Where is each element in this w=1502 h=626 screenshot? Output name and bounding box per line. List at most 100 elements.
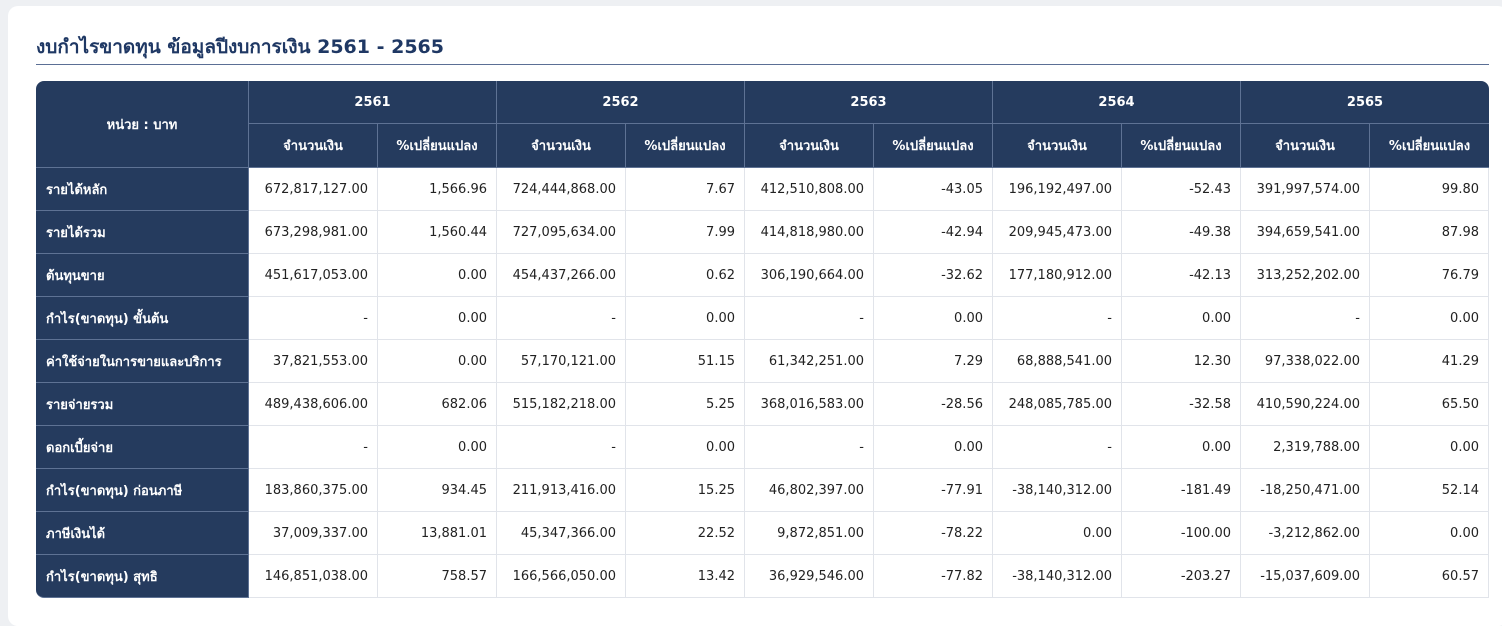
row-label: กำไร(ขาดทุน) ก่อนภาษี — [36, 469, 249, 512]
row-label: กำไร(ขาดทุน) ขั้นต้น — [36, 297, 249, 340]
table-row: กำไร(ขาดทุน) สุทธิ 146,851,038.00 758.57 16… — [36, 555, 1489, 598]
pct-change-cell: 76.79 — [1370, 254, 1489, 297]
year-header: 2562 — [497, 81, 745, 124]
amount-cell: 46,802,397.00 — [745, 469, 874, 512]
amount-cell: 9,872,851.00 — [745, 512, 874, 555]
row-label: ภาษีเงินได้ — [36, 512, 249, 555]
pct-change-cell: 52.14 — [1370, 469, 1489, 512]
pct-change-cell: -181.49 — [1122, 469, 1241, 512]
table-row: กำไร(ขาดทุน) ก่อนภาษี 183,860,375.00 934.4… — [36, 469, 1489, 512]
amount-cell: - — [1241, 297, 1370, 340]
amount-cell: 394,659,541.00 — [1241, 211, 1370, 254]
amount-cell: - — [497, 426, 626, 469]
amount-cell: 306,190,664.00 — [745, 254, 874, 297]
amount-cell: - — [497, 297, 626, 340]
amount-cell: -3,212,862.00 — [1241, 512, 1370, 555]
pct-change-cell: -32.58 — [1122, 383, 1241, 426]
table-row: กำไร(ขาดทุน) ขั้นต้น -0.00-0.00-0.00-0.00… — [36, 297, 1489, 340]
amount-cell: 45,347,366.00 — [497, 512, 626, 555]
amount-cell: - — [993, 426, 1122, 469]
amount-cell: 489,438,606.00 — [249, 383, 378, 426]
amount-cell: 209,945,473.00 — [993, 211, 1122, 254]
row-label: รายได้รวม — [36, 211, 249, 254]
pct-change-cell: 22.52 — [626, 512, 745, 555]
pct-change-cell: 0.00 — [874, 426, 993, 469]
amount-cell: 515,182,218.00 — [497, 383, 626, 426]
year-header: 2564 — [993, 81, 1241, 124]
pct-change-cell: -49.38 — [1122, 211, 1241, 254]
table-row: รายได้รวม 673,298,981.00 1,560.44 727,095,6… — [36, 211, 1489, 254]
pct-change-header: %เปลี่ยนแปลง — [626, 124, 745, 168]
amount-cell: 673,298,981.00 — [249, 211, 378, 254]
amount-cell: 57,170,121.00 — [497, 340, 626, 383]
pct-change-cell: -203.27 — [1122, 555, 1241, 598]
row-label: รายได้หลัก — [36, 168, 249, 211]
amount-cell: 368,016,583.00 — [745, 383, 874, 426]
pct-change-cell: 1,566.96 — [378, 168, 497, 211]
amount-header: จำนวนเงิน — [249, 124, 378, 168]
amount-header: จำนวนเงิน — [1241, 124, 1370, 168]
income-statement-card: งบกำไรขาดทุน ข้อมูลปีงบการเงิน 2561 - 25… — [8, 6, 1502, 626]
pct-change-cell: 13,881.01 — [378, 512, 497, 555]
pct-change-cell: 7.67 — [626, 168, 745, 211]
income-statement-table: หน่วย : บาท 2561 2562 2563 2564 2565 จำน… — [36, 81, 1489, 598]
pct-change-cell: -77.82 — [874, 555, 993, 598]
pct-change-cell: 87.98 — [1370, 211, 1489, 254]
amount-cell: 248,085,785.00 — [993, 383, 1122, 426]
amount-cell: -38,140,312.00 — [993, 469, 1122, 512]
amount-cell: - — [249, 297, 378, 340]
row-label: ดอกเบี้ยจ่าย — [36, 426, 249, 469]
amount-cell: 391,997,574.00 — [1241, 168, 1370, 211]
amount-cell: 211,913,416.00 — [497, 469, 626, 512]
amount-cell: 68,888,541.00 — [993, 340, 1122, 383]
pct-change-cell: 0.00 — [1122, 297, 1241, 340]
pct-change-cell: 0.00 — [1370, 297, 1489, 340]
pct-change-cell: 934.45 — [378, 469, 497, 512]
pct-change-cell: -32.62 — [874, 254, 993, 297]
amount-cell: 177,180,912.00 — [993, 254, 1122, 297]
pct-change-cell: 65.50 — [1370, 383, 1489, 426]
amount-cell: 313,252,202.00 — [1241, 254, 1370, 297]
pct-change-cell: 758.57 — [378, 555, 497, 598]
pct-change-cell: -28.56 — [874, 383, 993, 426]
pct-change-cell: -42.94 — [874, 211, 993, 254]
pct-change-cell: 7.99 — [626, 211, 745, 254]
pct-change-cell: 15.25 — [626, 469, 745, 512]
amount-cell: - — [745, 426, 874, 469]
amount-cell: 727,095,634.00 — [497, 211, 626, 254]
amount-cell: 451,617,053.00 — [249, 254, 378, 297]
amount-header: จำนวนเงิน — [745, 124, 874, 168]
table-row: ต้นทุนขาย 451,617,053.00 0.00 454,437,266.0… — [36, 254, 1489, 297]
page-title: งบกำไรขาดทุน ข้อมูลปีงบการเงิน 2561 - 25… — [36, 36, 444, 58]
amount-cell: 412,510,808.00 — [745, 168, 874, 211]
amount-cell: 410,590,224.00 — [1241, 383, 1370, 426]
amount-cell: - — [993, 297, 1122, 340]
row-label: รายจ่ายรวม — [36, 383, 249, 426]
pct-change-header: %เปลี่ยนแปลง — [1122, 124, 1241, 168]
amount-cell: 0.00 — [993, 512, 1122, 555]
pct-change-cell: 0.00 — [626, 297, 745, 340]
pct-change-header: %เปลี่ยนแปลง — [1370, 124, 1489, 168]
year-header: 2561 — [249, 81, 497, 124]
year-header: 2565 — [1241, 81, 1489, 124]
pct-change-cell: 0.00 — [378, 254, 497, 297]
amount-cell: 183,860,375.00 — [249, 469, 378, 512]
pct-change-cell: 7.29 — [874, 340, 993, 383]
amount-cell: 414,818,980.00 — [745, 211, 874, 254]
pct-change-cell: -77.91 — [874, 469, 993, 512]
amount-header: จำนวนเงิน — [497, 124, 626, 168]
amount-cell: 166,566,050.00 — [497, 555, 626, 598]
amount-cell: 2,319,788.00 — [1241, 426, 1370, 469]
pct-change-cell: 0.00 — [626, 426, 745, 469]
unit-header: หน่วย : บาท — [36, 81, 249, 168]
amount-cell: 146,851,038.00 — [249, 555, 378, 598]
amount-header: จำนวนเงิน — [993, 124, 1122, 168]
table-row: รายได้หลัก 672,817,127.00 1,566.96 724,444,… — [36, 168, 1489, 211]
pct-change-cell: 0.00 — [378, 340, 497, 383]
pct-change-cell: 60.57 — [1370, 555, 1489, 598]
amount-cell: 61,342,251.00 — [745, 340, 874, 383]
pct-change-cell: 41.29 — [1370, 340, 1489, 383]
amount-cell: - — [249, 426, 378, 469]
pct-change-cell: -43.05 — [874, 168, 993, 211]
pct-change-cell: 0.00 — [1122, 426, 1241, 469]
